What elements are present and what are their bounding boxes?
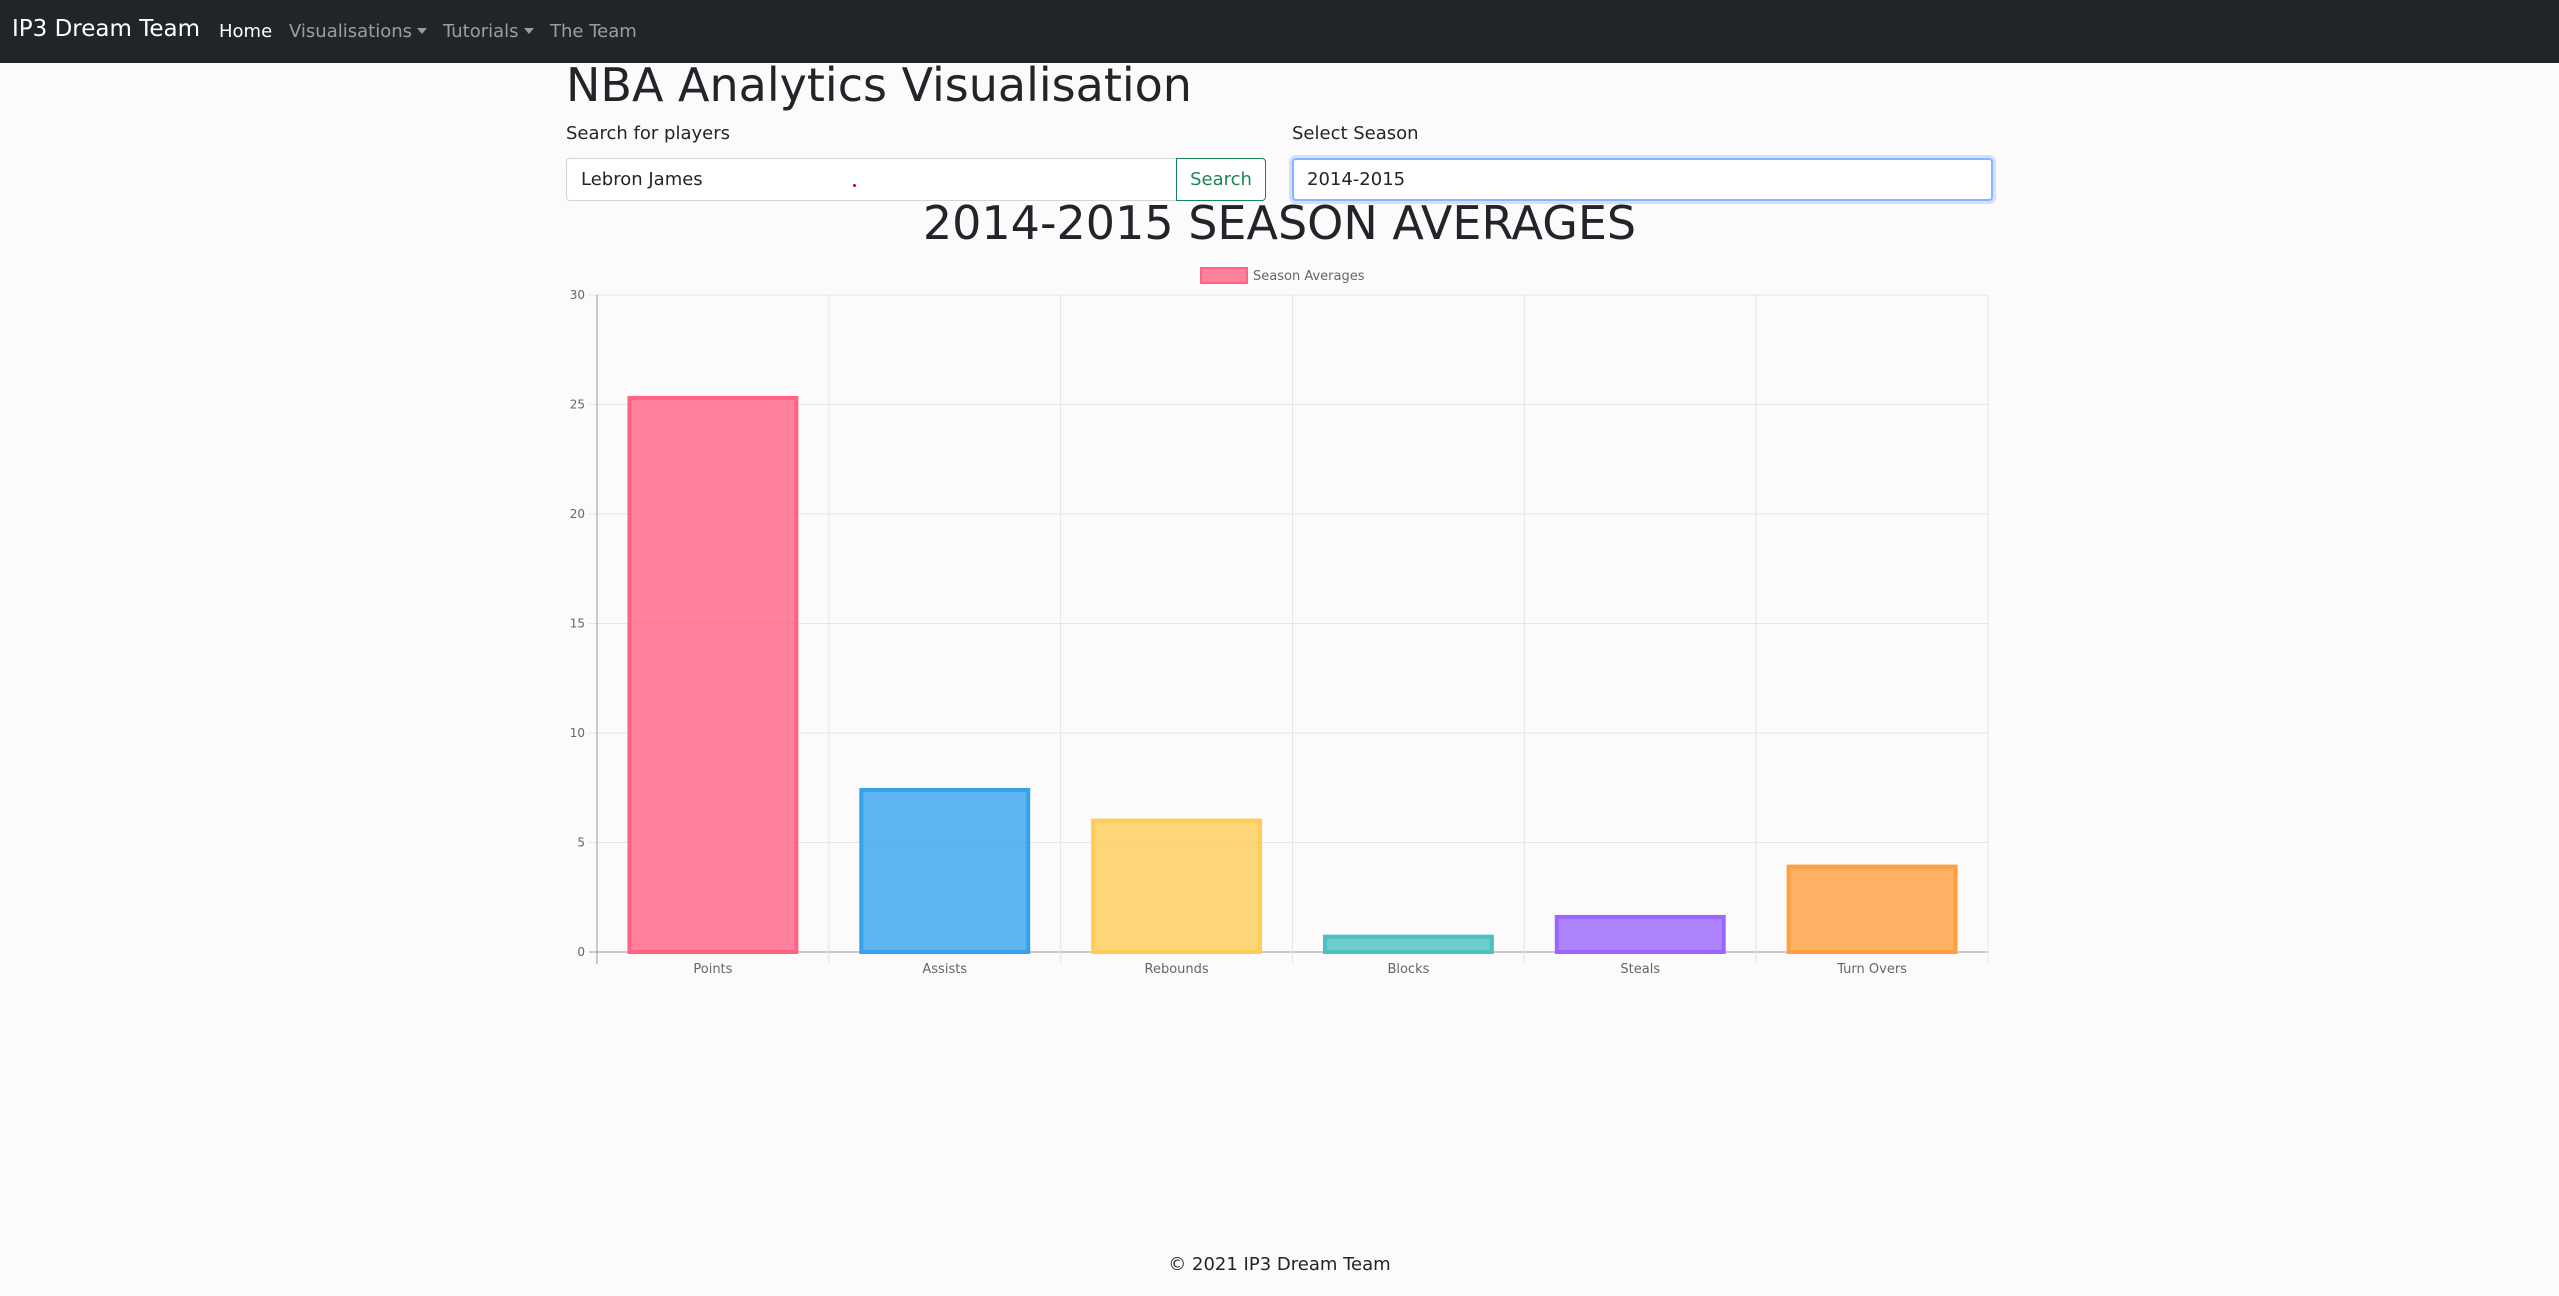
page-title: NBA Analytics Visualisation — [566, 58, 1192, 112]
player-search-input[interactable] — [566, 158, 1176, 201]
y-tick-label: 15 — [570, 617, 585, 631]
y-tick-label: 30 — [570, 288, 585, 302]
y-tick-label: 0 — [577, 945, 585, 959]
legend-swatch — [1200, 267, 1248, 284]
y-tick-label: 5 — [577, 836, 585, 850]
nav-item-home[interactable]: Home — [219, 21, 273, 42]
x-tick-label: Assists — [922, 962, 967, 977]
y-tick-label: 25 — [570, 398, 585, 412]
bar-rebounds — [1091, 818, 1263, 954]
bar-turn-overs — [1786, 864, 1958, 955]
nav-item-tutorials[interactable]: Tutorials — [443, 21, 534, 42]
nav-item-the-team[interactable]: The Team — [550, 21, 637, 42]
cursor-dot — [853, 184, 856, 187]
chevron-down-icon — [417, 28, 428, 34]
top-navbar: IP3 Dream Team Home Visualisations Tutor… — [0, 0, 2559, 63]
chart-heading: 2014-2015 SEASON AVERAGES — [922, 196, 1637, 250]
y-tick-label: 20 — [570, 507, 585, 521]
search-button[interactable]: Search — [1176, 158, 1266, 201]
x-tick-label: Turn Overs — [1836, 962, 1907, 977]
season-input[interactable] — [1292, 158, 1993, 201]
navbar-brand[interactable]: IP3 Dream Team — [12, 16, 201, 42]
footer-copyright: © 2021 IP3 Dream Team — [1168, 1254, 1391, 1275]
nav-item-tutorials-label: Tutorials — [443, 21, 519, 42]
bar-blocks — [1322, 934, 1494, 954]
x-tick-label: Blocks — [1387, 962, 1429, 977]
bar-points — [627, 395, 799, 954]
nav-item-visualisations[interactable]: Visualisations — [289, 21, 428, 42]
chevron-down-icon — [523, 28, 534, 34]
nav-item-visualisations-label: Visualisations — [289, 21, 413, 42]
search-label: Search for players — [566, 123, 730, 144]
legend-label: Season Averages — [1253, 269, 1365, 284]
x-tick-label: Rebounds — [1145, 962, 1209, 977]
bar-steals — [1554, 914, 1726, 955]
x-tick-label: Points — [693, 962, 732, 977]
bar-assists — [859, 787, 1031, 954]
y-tick-label: 10 — [570, 726, 585, 740]
season-label: Select Season — [1292, 123, 1419, 144]
x-tick-label: Steals — [1620, 962, 1660, 977]
